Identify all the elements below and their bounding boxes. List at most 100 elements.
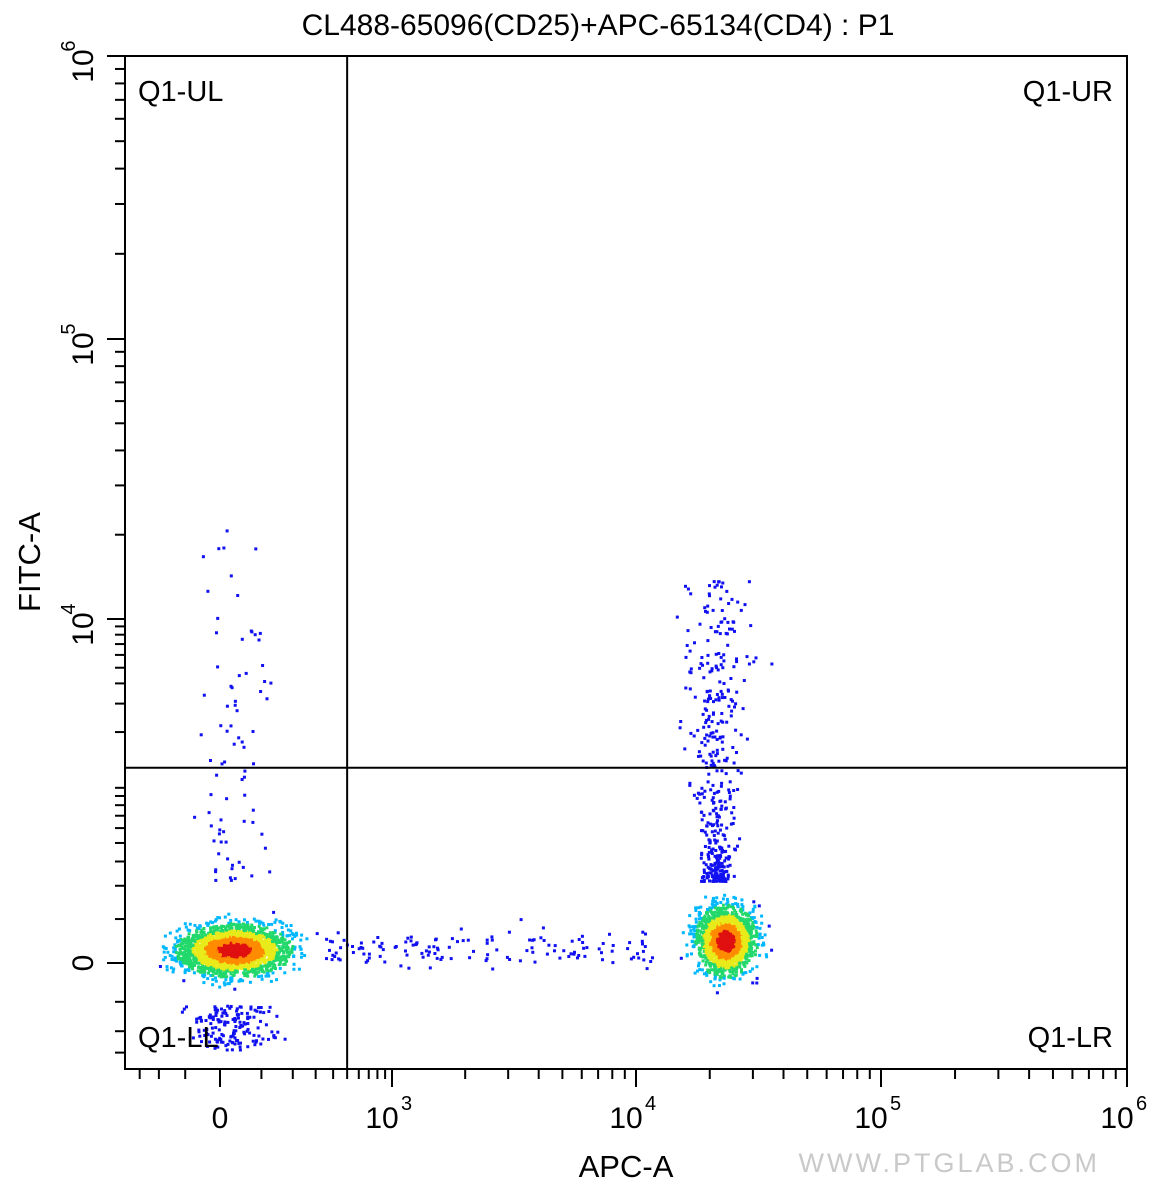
event-dot: [745, 944, 749, 948]
event-dot: [726, 643, 730, 647]
event-dot: [709, 916, 713, 920]
event-dot: [223, 936, 227, 939]
event-dot: [712, 903, 716, 907]
event-dot: [679, 956, 683, 960]
event-dot: [743, 960, 747, 964]
event-dot: [727, 704, 731, 708]
event-dot: [225, 729, 229, 733]
event-dot: [719, 929, 723, 933]
event-dot: [258, 631, 262, 635]
event-dot: [701, 759, 705, 763]
event-dot: [744, 924, 748, 928]
event-dot: [199, 930, 203, 934]
event-dot: [713, 838, 717, 842]
event-dot: [704, 863, 708, 867]
event-dot: [274, 918, 278, 922]
event-dot: [696, 940, 700, 944]
event-dot: [700, 786, 704, 790]
event-dot: [253, 633, 257, 637]
event-dot: [254, 937, 258, 941]
event-dot: [179, 962, 183, 966]
event-dot: [285, 948, 288, 952]
event-dot: [720, 823, 724, 827]
event-dot: [719, 946, 723, 950]
event-dot: [246, 932, 250, 936]
event-dot: [225, 963, 229, 967]
event-dot: [256, 933, 260, 937]
event-dot: [726, 948, 730, 952]
event-dot: [722, 961, 726, 965]
event-dot: [698, 922, 702, 925]
event-dot: [713, 947, 717, 951]
event-dot: [710, 902, 714, 906]
event-dot: [259, 920, 263, 924]
event-dot: [237, 940, 241, 944]
event-dot: [229, 724, 233, 728]
event-dot: [733, 629, 736, 633]
event-dot: [738, 961, 742, 965]
event-dot: [688, 649, 692, 653]
event-dot: [740, 946, 744, 950]
event-dot: [251, 820, 255, 824]
event-dot: [208, 935, 212, 939]
event-dot: [721, 907, 725, 911]
event-dot: [244, 964, 248, 968]
event-dot: [705, 610, 709, 614]
event-dot: [724, 957, 728, 960]
event-dot: [191, 967, 195, 971]
event-dot: [203, 950, 207, 954]
event-dot: [727, 788, 731, 792]
event-dot: [278, 966, 282, 970]
event-dot: [706, 928, 710, 932]
event-dot: [747, 922, 751, 926]
event-dot: [732, 895, 736, 899]
event-dot: [744, 913, 748, 917]
event-dot: [223, 938, 227, 942]
event-dot: [705, 936, 709, 940]
event-dot: [211, 932, 215, 935]
event-dot: [293, 945, 297, 949]
event-dot: [720, 609, 724, 612]
event-dot: [715, 914, 719, 918]
event-dot: [710, 830, 714, 834]
event-dot: [755, 981, 759, 985]
event-dot: [760, 914, 764, 918]
event-dot: [744, 971, 748, 975]
event-dot: [216, 968, 220, 972]
event-dot: [265, 939, 269, 943]
event-dot: [258, 947, 262, 951]
event-dot: [741, 707, 745, 711]
event-dot: [708, 879, 712, 883]
event-dot: [201, 936, 204, 939]
event-dot: [268, 949, 272, 953]
event-dot: [210, 946, 213, 950]
event-dot: [724, 918, 727, 922]
event-dot: [745, 922, 749, 926]
event-dot: [715, 821, 719, 825]
event-dot: [208, 954, 212, 958]
event-dot: [719, 932, 723, 936]
event-dot: [292, 962, 296, 966]
event-dot: [235, 709, 239, 713]
event-dot: [736, 788, 740, 791]
event-dot: [712, 968, 716, 972]
event-dot: [704, 960, 708, 964]
event-dot: [738, 943, 742, 947]
event-dot: [716, 859, 720, 863]
event-dot: [234, 931, 238, 935]
event-dot: [243, 968, 247, 972]
event-dot: [277, 939, 281, 943]
event-dot: [700, 818, 704, 822]
event-dot: [236, 949, 240, 953]
event-dot: [244, 928, 248, 932]
event-dot: [751, 923, 755, 927]
event-dot: [724, 932, 728, 936]
event-dot: [719, 969, 722, 973]
event-dot: [727, 857, 731, 861]
event-dot: [697, 964, 700, 968]
event-dot: [699, 954, 703, 958]
event-dot: [222, 973, 226, 977]
event-dot: [702, 930, 706, 934]
event-dot: [708, 594, 711, 598]
event-dot: [724, 915, 728, 919]
